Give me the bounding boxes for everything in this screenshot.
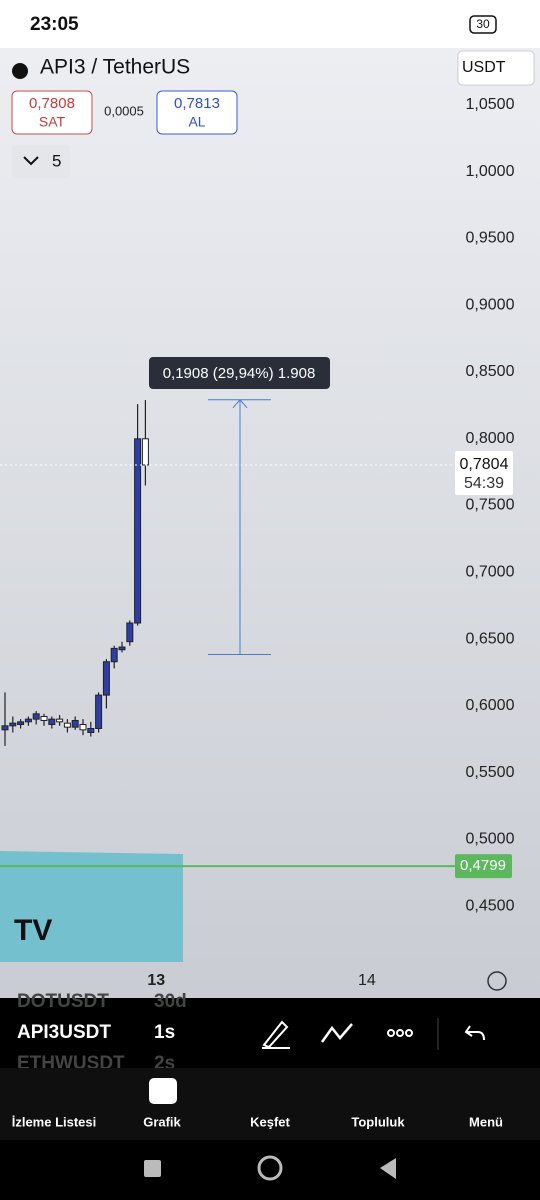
y-tick-label: 0,7000 [466,564,515,581]
candle-body [87,727,95,733]
y-tick-label: 0,7500 [466,497,515,514]
y-tick-label: 1,0500 [466,96,515,113]
indicator-toggle[interactable] [12,145,70,178]
y-tick-label: 0,6500 [466,630,515,647]
clock: 23:05 [30,14,79,35]
candle-body [79,723,87,731]
chart-area [0,48,540,998]
buy-button[interactable] [156,90,238,135]
toolbar [0,998,540,1068]
nav-label[interactable]: Menü [469,1114,503,1129]
candle-body [48,718,56,725]
more-icon[interactable] [387,1029,413,1037]
undo-icon[interactable] [464,1025,485,1041]
candle-body [63,722,71,728]
currency-select[interactable] [457,50,535,86]
watch-interval: 1s [154,1022,175,1043]
battery-level: 30 [476,17,490,31]
nav-label[interactable]: Keşfet [250,1114,290,1129]
back-button[interactable] [380,1158,396,1179]
buy-price: 0,7813 [174,95,220,112]
countdown: 54:39 [464,475,504,492]
y-tick-label: 0,5500 [466,764,515,781]
bottom-nav [0,1068,540,1140]
y-tick-label: 0,9000 [466,296,515,313]
sell-button[interactable] [11,90,93,135]
chevron [23,156,39,166]
buy-label: AL [188,114,205,130]
candle-body [71,719,79,728]
spread: 0,0005 [104,103,144,118]
draw-icon[interactable] [262,1020,290,1049]
battery-icon [469,15,497,34]
price-chart: 1,0500 1,0000 0,9500 0,9000 0,8500 0,8000 0,75… [0,96,515,989]
nav-items: İzleme Listesi Grafik Keşfet Topluluk Menü [12,1114,503,1129]
watch-symbol[interactable]: API3USDT [17,1022,111,1043]
candle-body [134,438,142,624]
candle-body [141,438,149,466]
volume-area [0,851,183,962]
candle-body [17,721,25,725]
y-tick-label: 0,5000 [466,831,515,848]
settings-icon[interactable] [487,971,507,991]
watch-symbol[interactable]: DOTUSDT [17,991,109,1012]
y-tick-label: 0,9500 [466,230,515,247]
candle-body [32,713,40,720]
nav-label[interactable]: Grafik [143,1114,181,1129]
y-tick-label: 0,6000 [466,697,515,714]
y-tick-label: 1,0000 [466,163,515,180]
candle-body [95,694,103,729]
y-tick-label: 0,8500 [466,363,515,380]
watch-interval: 30d [154,991,187,1012]
symbol-title[interactable]: API3 / TetherUS [40,56,190,79]
sell-price: 0,7808 [29,95,75,112]
trend-icon[interactable] [320,1023,353,1043]
y-tick-label: 0,4500 [466,897,515,914]
nav-active-icon [149,1078,177,1104]
candle-body [110,647,118,663]
candle-body [1,725,9,731]
candle-body [56,718,64,723]
candle-body [102,661,110,696]
alert-tag [455,854,512,879]
currency-label: USDT [462,59,506,76]
y-tick-label: 0,8000 [466,430,515,447]
candle-body [126,622,134,643]
system-nav [0,1140,540,1200]
measure-box [149,357,330,389]
home-button[interactable] [257,1155,283,1181]
bars-count: 5 [52,151,61,170]
candle-body [118,646,126,651]
measure-label: 0,1908 (29,94%) 1.908 [163,365,316,382]
recents-button[interactable] [144,1160,161,1177]
nav-label[interactable]: İzleme Listesi [12,1114,97,1129]
measure-arrow [232,399,248,655]
status-bar [0,0,540,48]
candle-body [9,722,17,727]
price-tag [455,450,513,495]
candle-body [40,715,48,721]
tv-logo: TV [14,914,52,947]
price-label: 0,7804 [460,456,509,473]
x-tick-label: 14 [358,972,376,989]
symbol-icon[interactable] [12,63,28,79]
alert-label: 0,4799 [460,857,506,874]
sell-label: SAT [39,114,66,130]
candle-body [24,718,32,723]
x-tick-label: 13 [147,972,165,989]
nav-label[interactable]: Topluluk [351,1114,405,1129]
